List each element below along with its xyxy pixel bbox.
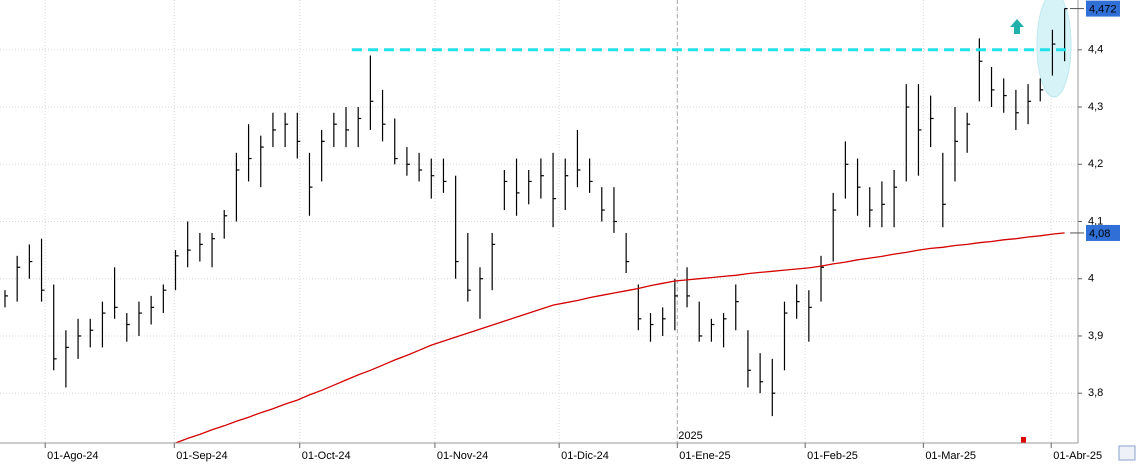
arrow-icon bbox=[1010, 19, 1024, 34]
x-tick-label: 01-Mar-25 bbox=[925, 450, 976, 462]
corner-button[interactable] bbox=[1118, 445, 1136, 461]
plot bbox=[4, 7, 1068, 444]
price-box bbox=[1086, 224, 1120, 241]
time-axis bbox=[0, 443, 1143, 465]
x-tick-label: 01-Oct-24 bbox=[302, 450, 351, 462]
price-axis bbox=[1078, 0, 1143, 443]
x-tick-label: 01-Feb-25 bbox=[807, 450, 858, 462]
x-tick-label: 01-Dic-24 bbox=[561, 450, 609, 462]
x-tick-label: 01-Abr-25 bbox=[1053, 450, 1102, 462]
highlight bbox=[1036, 0, 1072, 98]
price-box bbox=[1086, 0, 1120, 17]
y-tick-label: 4,3 bbox=[1088, 101, 1103, 113]
y-tick-label: 3,8 bbox=[1088, 387, 1103, 399]
grid bbox=[0, 0, 1078, 443]
x-tick-label: 01-Sep-24 bbox=[176, 450, 227, 462]
x-tick-label: 01-Ene-25 bbox=[679, 450, 730, 462]
price-label: 4,472 bbox=[1089, 3, 1117, 15]
x-tick-label: 01-Nov-24 bbox=[437, 450, 488, 462]
price-label: 4,08 bbox=[1089, 228, 1110, 240]
y-tick-label: 4,1 bbox=[1088, 215, 1103, 227]
axes: 3,8 3,9 4 4,1 4,2 4,3 4,4 01-Ago-24 01-Sep-24 01-… bbox=[44, 0, 1120, 462]
y-tick-label: 4 bbox=[1088, 273, 1094, 285]
y-tick-label: 3,9 bbox=[1088, 330, 1103, 342]
x-tick-label: 01-Ago-24 bbox=[47, 450, 98, 462]
year-label: 2025 bbox=[678, 430, 702, 442]
moving-average bbox=[175, 232, 1065, 444]
y-tick-label: 4,2 bbox=[1088, 158, 1103, 170]
marker bbox=[1021, 437, 1026, 443]
y-tick-label: 4,4 bbox=[1088, 44, 1103, 56]
